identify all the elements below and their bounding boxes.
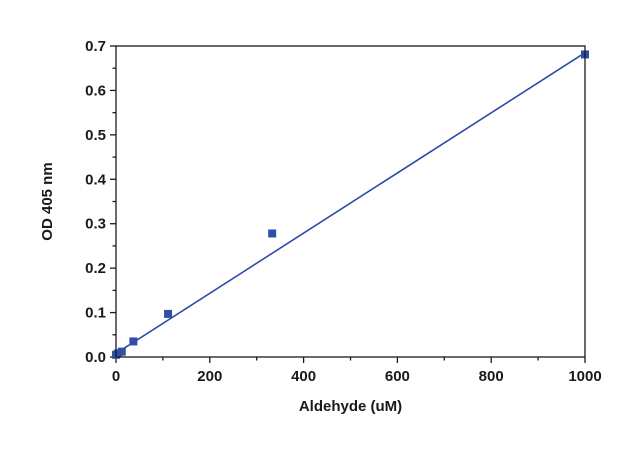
y-tick-label: 0.7 [85, 38, 106, 55]
y-tick-label: 0.6 [85, 82, 106, 99]
data-point [117, 347, 126, 356]
y-tick-label: 0.3 [85, 216, 106, 233]
x-tick-label: 400 [291, 368, 316, 385]
y-tick-label: 0.0 [85, 349, 106, 366]
y-tick-label: 0.1 [85, 305, 106, 322]
x-tick-label: 800 [479, 368, 504, 385]
plot-frame [115, 45, 586, 358]
x-tick-label: 200 [197, 368, 222, 385]
y-tick-label: 0.5 [85, 127, 106, 144]
y-tick-label: 0.2 [85, 260, 106, 277]
x-axis-title: Aldehyde (uM) [299, 398, 402, 415]
x-tick-label: 0 [112, 368, 120, 385]
data-point [164, 309, 173, 318]
x-tick-label: 600 [385, 368, 410, 385]
x-tick-label: 1000 [568, 368, 601, 385]
data-point [129, 337, 138, 346]
fit-line [115, 51, 586, 355]
data-point [268, 229, 277, 238]
tick-labels: 0 200 400 600 800 1000 0.0 0.1 0.2 0.3 0.4 0.5 0.6 0.… [85, 38, 602, 385]
y-axis-title: OD 405 nm [39, 162, 56, 240]
y-tick-label: 0.4 [85, 171, 107, 188]
